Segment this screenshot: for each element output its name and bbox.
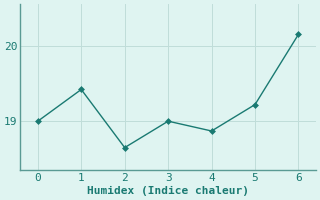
X-axis label: Humidex (Indice chaleur): Humidex (Indice chaleur): [87, 186, 249, 196]
